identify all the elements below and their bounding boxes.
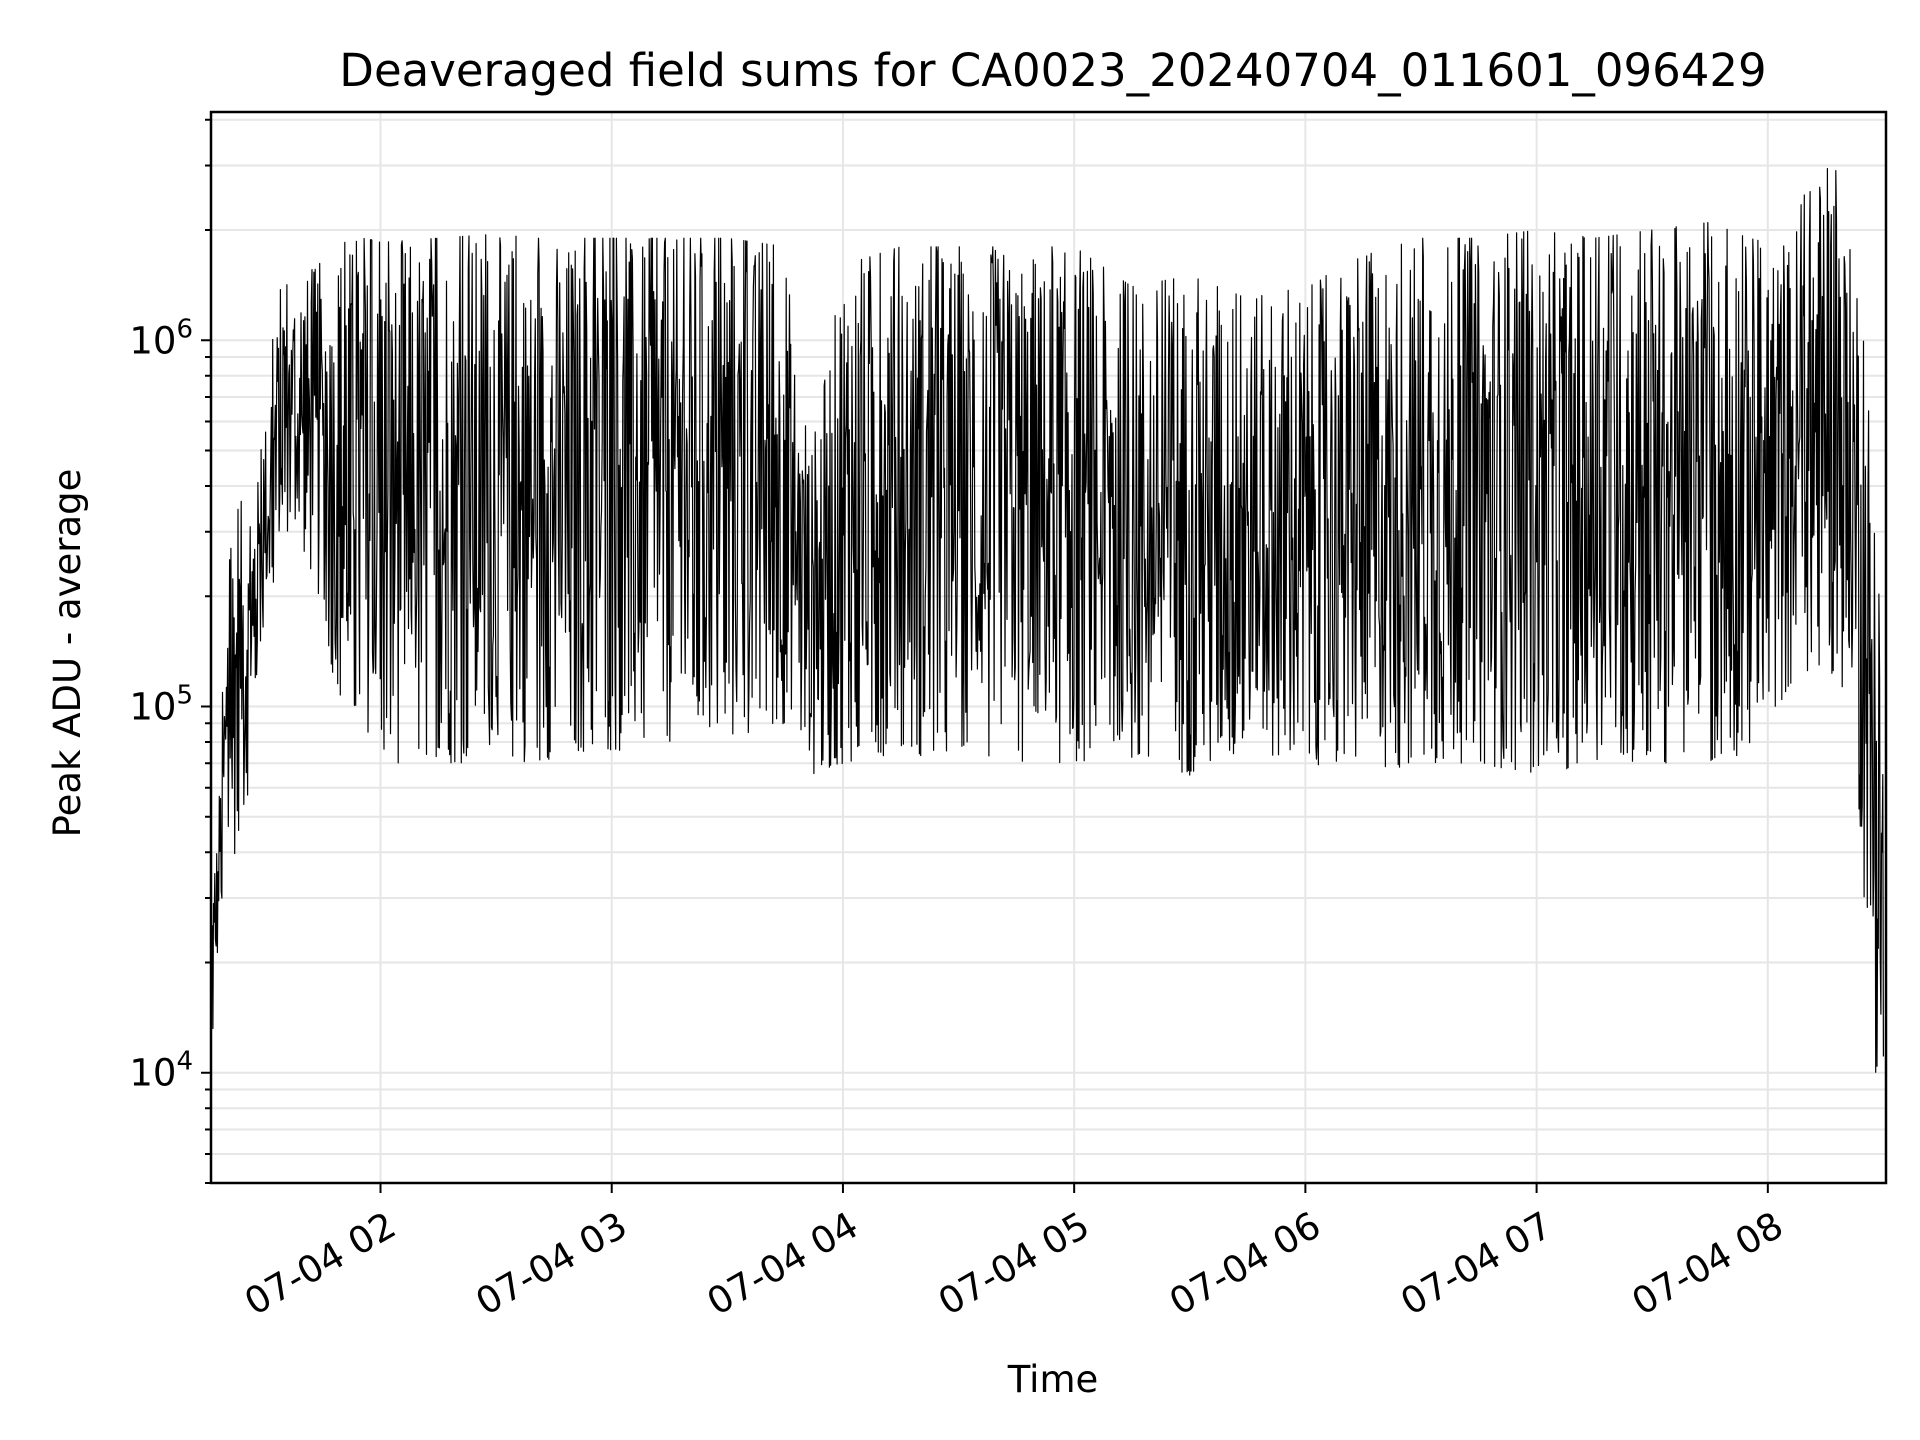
x-tick-label: 07-04 03: [469, 1204, 635, 1324]
y-tick-label: 104: [129, 1047, 193, 1095]
series-trace: [210, 168, 1884, 1073]
x-tick-label: 07-04 06: [1162, 1204, 1328, 1324]
y-axis-ticks: 104 105 106: [129, 118, 211, 1184]
y-tick-label: 106: [129, 314, 193, 362]
plot-frame: [209, 110, 1888, 1185]
x-axis-ticks: 07-04 02 07-04 03 07-04 04 07-04 05 07-04 06…: [237, 1183, 1790, 1324]
y-tick-label: 105: [129, 681, 193, 729]
x-tick-label: 07-04 08: [1625, 1204, 1791, 1324]
x-tick-label: 07-04 07: [1394, 1204, 1560, 1324]
x-tick-label: 07-04 02: [237, 1204, 403, 1324]
x-axis-label: Time: [1007, 1358, 1099, 1401]
series-line: [210, 168, 1884, 1073]
y-axis-label: Peak ADU - average: [46, 469, 89, 838]
x-tick-label: 07-04 04: [700, 1204, 866, 1324]
x-tick-label: 07-04 05: [931, 1204, 1097, 1324]
chart-title: Deaveraged field sums for CA0023_2024070…: [339, 44, 1766, 97]
